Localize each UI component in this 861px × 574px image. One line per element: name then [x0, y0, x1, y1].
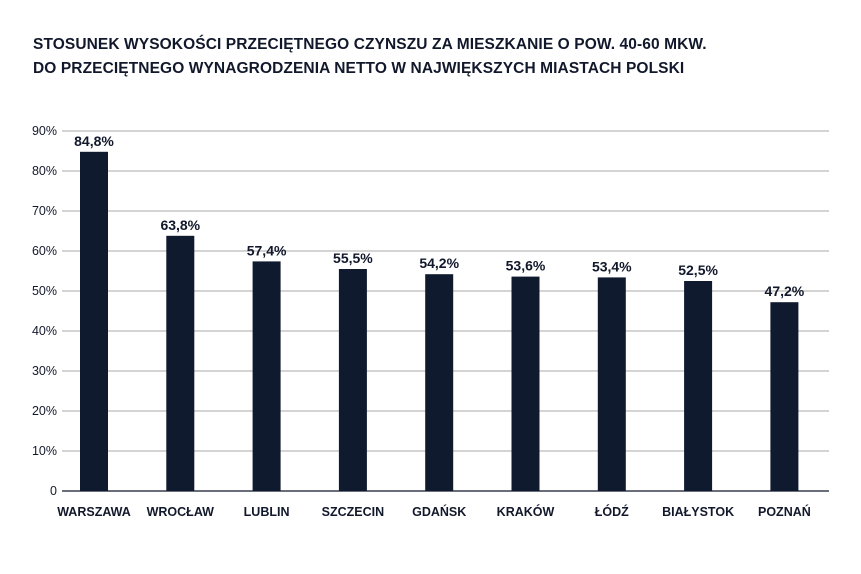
value-label: 54,2%: [419, 255, 459, 271]
category-label: WROCŁAW: [147, 505, 215, 519]
bars: [80, 151, 799, 492]
category-label: POZNAŃ: [758, 504, 811, 519]
chart-title: STOSUNEK WYSOKOŚCI PRZECIĘTNEGO CZYNSZU …: [33, 33, 833, 81]
category-label: SZCZECIN: [322, 505, 385, 519]
y-tick-label: 80%: [32, 164, 57, 178]
category-label: ŁÓDŹ: [595, 504, 629, 519]
bar: [770, 302, 799, 491]
y-tick-label: 70%: [32, 204, 57, 218]
bar: [80, 151, 108, 492]
x-axis-category-labels: WARSZAWA WROCŁAW LUBLIN SZCZECIN GDAŃSK KRAKÓ…: [57, 504, 811, 519]
value-label: 57,4%: [247, 242, 287, 258]
category-label: KRAKÓW: [497, 504, 555, 519]
y-tick-label: 30%: [32, 364, 57, 378]
value-label: 53,6%: [506, 258, 546, 274]
y-tick-label: 50%: [32, 284, 57, 298]
bar: [511, 276, 540, 491]
category-label: BIAŁYSTOK: [662, 505, 734, 519]
bar: [166, 235, 195, 491]
value-label: 52,5%: [678, 262, 718, 278]
bar: [597, 277, 626, 491]
y-axis-tick-labels: 0 10% 20% 30% 40% 50% 60% 70% 80% 90%: [32, 124, 57, 498]
value-label: 55,5%: [333, 250, 373, 266]
category-label: LUBLIN: [244, 505, 290, 519]
chart-title-line-1: STOSUNEK WYSOKOŚCI PRZECIĘTNEGO CZYNSZU …: [33, 36, 707, 53]
y-tick-label: 60%: [32, 244, 57, 258]
y-tick-label: 10%: [32, 444, 57, 458]
value-label: 84,8%: [74, 133, 114, 149]
bar: [338, 269, 367, 491]
value-label: 47,2%: [765, 283, 805, 299]
y-tick-label: 40%: [32, 324, 57, 338]
bar: [252, 261, 281, 491]
bar: [425, 274, 454, 491]
category-label: WARSZAWA: [57, 505, 131, 519]
chart-title-line-2: DO PRZECIĘTNEGO WYNAGRODZENIA NETTO W NA…: [33, 60, 685, 77]
category-label: GDAŃSK: [412, 504, 466, 519]
value-label: 63,8%: [160, 217, 200, 233]
bar: [684, 281, 713, 491]
y-tick-label: 90%: [32, 124, 57, 138]
y-tick-label: 0: [50, 484, 57, 498]
value-label: 53,4%: [592, 258, 632, 274]
y-tick-label: 20%: [32, 404, 57, 418]
value-labels: 84,8% 63,8% 57,4% 55,5% 54,2% 53,6% 53,4% 52,5%…: [74, 133, 805, 299]
